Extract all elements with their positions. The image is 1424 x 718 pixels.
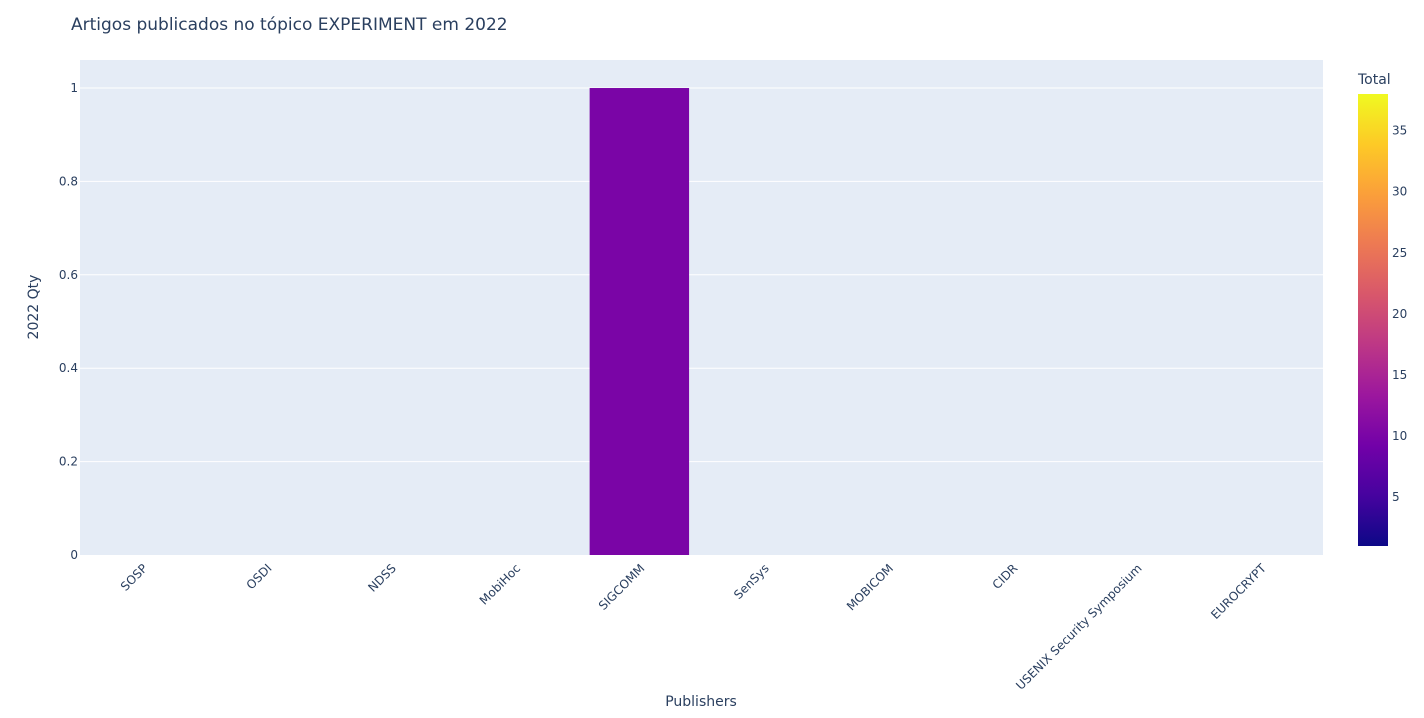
colorbar-tick-label: 35	[1392, 124, 1407, 138]
colorbar-tick-label: 25	[1392, 246, 1407, 260]
y-tick-label: 0	[70, 548, 78, 562]
gridlines	[80, 87, 1323, 463]
colorbar-tick-label: 20	[1392, 307, 1407, 321]
x-tick-label: SIGCOMM	[596, 561, 648, 613]
y-axis-title: 2022 Qty	[26, 275, 42, 340]
x-tick-label: EUROCRYPT	[1208, 561, 1269, 622]
plot-area	[80, 60, 1323, 555]
colorbar-tick-label: 30	[1392, 185, 1407, 199]
colorbar: Total 5 10 15 20 25 30 35	[1357, 72, 1407, 546]
bar	[589, 88, 690, 556]
colorbar-tick-label: 15	[1392, 368, 1407, 382]
x-tick-label: SenSys	[731, 561, 772, 602]
y-axis-ticks: 0 0.2 0.4 0.6 0.8 1	[59, 81, 78, 562]
x-tick-label: USENIX Security Symposium	[1013, 561, 1144, 692]
x-tick-label: NDSS	[365, 561, 399, 595]
y-tick-label: 1	[70, 81, 78, 95]
x-axis-ticks: SOSP OSDI NDSS MobiHoc SIGCOMM SenSys MOBICOM C…	[118, 561, 1270, 693]
colorbar-scale	[1358, 94, 1388, 546]
bars	[589, 88, 690, 556]
colorbar-ticks: 5 10 15 20 25 30 35	[1392, 124, 1407, 504]
colorbar-title: Total	[1357, 72, 1391, 88]
x-axis-title: Publishers	[665, 694, 737, 710]
x-tick-label: OSDI	[244, 561, 275, 592]
colorbar-tick-label: 5	[1392, 490, 1400, 504]
x-tick-label: MobiHoc	[477, 561, 523, 607]
colorbar-tick-label: 10	[1392, 429, 1407, 443]
y-tick-label: 0.8	[59, 174, 78, 188]
x-tick-label: SOSP	[118, 561, 150, 593]
x-tick-label: CIDR	[990, 561, 1021, 592]
chart-title: Artigos publicados no tópico EXPERIMENT …	[71, 15, 508, 35]
y-tick-label: 0.6	[59, 268, 78, 282]
y-tick-label: 0.2	[59, 455, 78, 469]
x-tick-label: MOBICOM	[844, 561, 896, 613]
y-tick-label: 0.4	[59, 361, 78, 375]
